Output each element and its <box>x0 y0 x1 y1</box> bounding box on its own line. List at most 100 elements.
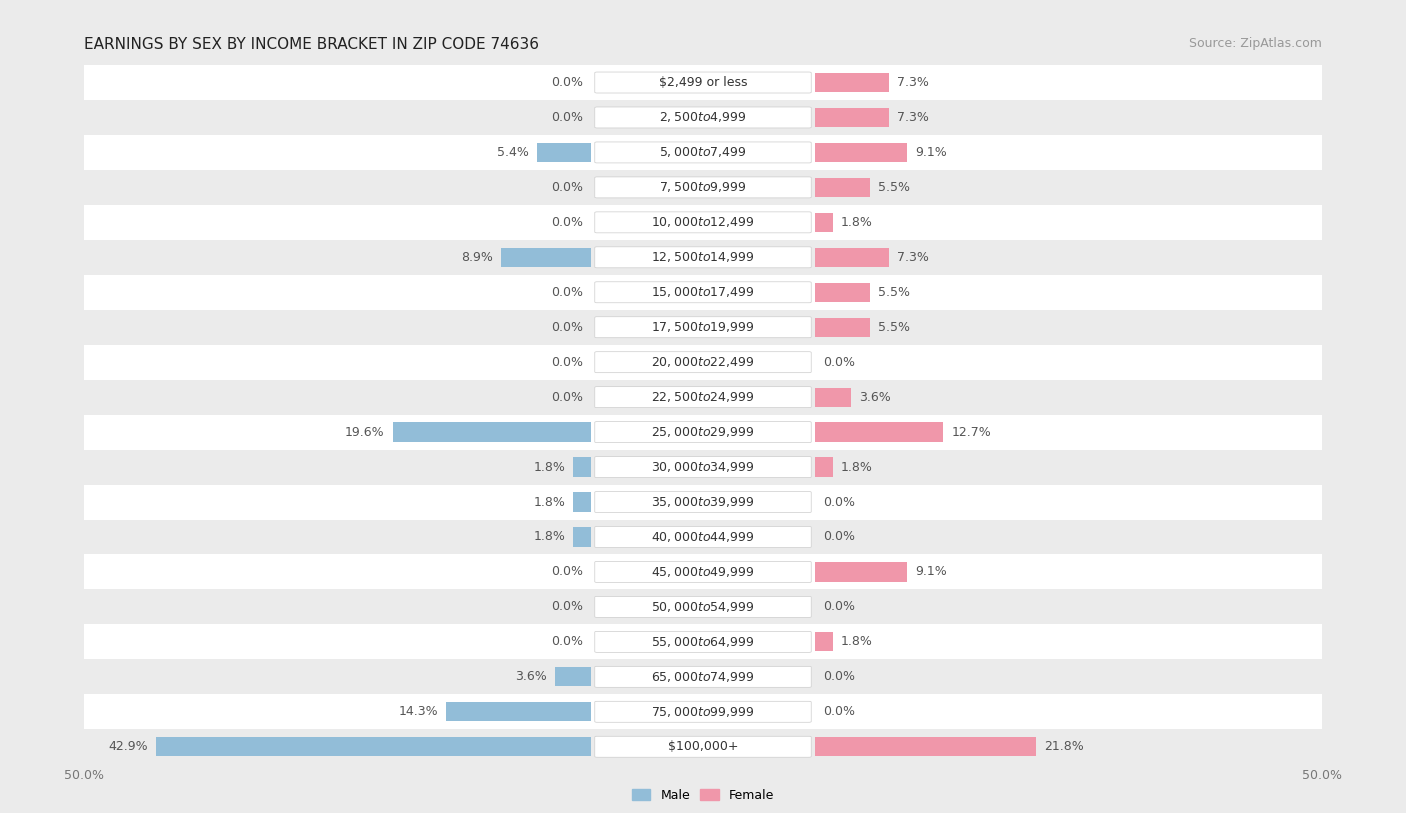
Bar <box>814 170 1322 205</box>
FancyBboxPatch shape <box>595 177 811 198</box>
Bar <box>84 694 592 729</box>
Bar <box>592 520 814 554</box>
FancyBboxPatch shape <box>595 212 811 233</box>
Bar <box>814 65 1322 100</box>
Legend: Male, Female: Male, Female <box>627 784 779 806</box>
Text: 0.0%: 0.0% <box>551 391 583 403</box>
Text: $25,000 to $29,999: $25,000 to $29,999 <box>651 425 755 439</box>
Text: $17,500 to $19,999: $17,500 to $19,999 <box>651 320 755 334</box>
Text: EARNINGS BY SEX BY INCOME BRACKET IN ZIP CODE 74636: EARNINGS BY SEX BY INCOME BRACKET IN ZIP… <box>84 37 540 51</box>
Text: 12.7%: 12.7% <box>952 426 991 438</box>
FancyBboxPatch shape <box>595 632 811 652</box>
Bar <box>814 135 1322 170</box>
Bar <box>814 205 1322 240</box>
Bar <box>84 100 592 135</box>
Text: 0.0%: 0.0% <box>823 496 855 508</box>
Bar <box>814 737 1036 756</box>
Bar <box>84 729 592 764</box>
Bar <box>814 318 870 337</box>
Bar <box>814 380 1322 415</box>
Bar <box>84 589 592 624</box>
Bar <box>592 380 814 415</box>
Bar <box>814 213 832 232</box>
FancyBboxPatch shape <box>595 107 811 128</box>
Text: 1.8%: 1.8% <box>533 461 565 473</box>
Bar <box>814 310 1322 345</box>
Bar <box>84 380 592 415</box>
Text: 0.0%: 0.0% <box>551 601 583 613</box>
Text: 5.5%: 5.5% <box>879 181 911 193</box>
Bar <box>555 667 592 686</box>
FancyBboxPatch shape <box>595 247 811 267</box>
Text: 0.0%: 0.0% <box>823 356 855 368</box>
Bar <box>84 65 592 100</box>
Text: 1.8%: 1.8% <box>533 531 565 543</box>
Bar <box>84 554 592 589</box>
Bar <box>592 624 814 659</box>
Bar <box>592 659 814 694</box>
Text: 5.5%: 5.5% <box>879 321 911 333</box>
Bar <box>84 275 592 310</box>
FancyBboxPatch shape <box>595 702 811 722</box>
Text: 0.0%: 0.0% <box>551 76 583 89</box>
Bar <box>814 633 832 651</box>
Text: 0.0%: 0.0% <box>551 286 583 298</box>
Bar <box>814 248 889 267</box>
Text: 7.3%: 7.3% <box>897 76 928 89</box>
Bar <box>84 135 592 170</box>
Text: Source: ZipAtlas.com: Source: ZipAtlas.com <box>1188 37 1322 50</box>
Bar <box>574 528 592 546</box>
Text: $2,500 to $4,999: $2,500 to $4,999 <box>659 111 747 124</box>
Bar <box>814 659 1322 694</box>
Text: $22,500 to $24,999: $22,500 to $24,999 <box>651 390 755 404</box>
Bar <box>814 73 889 92</box>
Text: $65,000 to $74,999: $65,000 to $74,999 <box>651 670 755 684</box>
Bar <box>814 423 943 441</box>
Bar <box>814 485 1322 520</box>
Text: $45,000 to $49,999: $45,000 to $49,999 <box>651 565 755 579</box>
Bar <box>592 694 814 729</box>
Text: 7.3%: 7.3% <box>897 111 928 124</box>
Bar <box>592 729 814 764</box>
FancyBboxPatch shape <box>595 317 811 337</box>
Text: $35,000 to $39,999: $35,000 to $39,999 <box>651 495 755 509</box>
Text: $55,000 to $64,999: $55,000 to $64,999 <box>651 635 755 649</box>
Bar <box>392 423 592 441</box>
FancyBboxPatch shape <box>595 142 811 163</box>
Bar <box>84 170 592 205</box>
Text: $10,000 to $12,499: $10,000 to $12,499 <box>651 215 755 229</box>
Bar <box>574 458 592 476</box>
FancyBboxPatch shape <box>595 387 811 407</box>
Text: 0.0%: 0.0% <box>551 636 583 648</box>
FancyBboxPatch shape <box>595 457 811 477</box>
Text: 0.0%: 0.0% <box>551 566 583 578</box>
Text: 42.9%: 42.9% <box>108 741 148 753</box>
Bar <box>814 624 1322 659</box>
Text: $2,499 or less: $2,499 or less <box>659 76 747 89</box>
Bar <box>814 729 1322 764</box>
Bar <box>592 170 814 205</box>
Text: 0.0%: 0.0% <box>823 601 855 613</box>
Bar <box>537 143 592 162</box>
Bar <box>84 205 592 240</box>
Text: 0.0%: 0.0% <box>551 321 583 333</box>
Text: $5,000 to $7,499: $5,000 to $7,499 <box>659 146 747 159</box>
Bar <box>814 694 1322 729</box>
Text: 3.6%: 3.6% <box>859 391 891 403</box>
FancyBboxPatch shape <box>595 422 811 442</box>
Bar <box>592 240 814 275</box>
Bar <box>574 493 592 511</box>
Text: 1.8%: 1.8% <box>533 496 565 508</box>
FancyBboxPatch shape <box>595 282 811 302</box>
Bar <box>84 345 592 380</box>
Text: 5.4%: 5.4% <box>496 146 529 159</box>
Text: $7,500 to $9,999: $7,500 to $9,999 <box>659 180 747 194</box>
Bar <box>84 240 592 275</box>
Text: $50,000 to $54,999: $50,000 to $54,999 <box>651 600 755 614</box>
Bar <box>592 589 814 624</box>
Bar <box>592 275 814 310</box>
Bar <box>84 310 592 345</box>
Bar <box>156 737 592 756</box>
Text: $20,000 to $22,499: $20,000 to $22,499 <box>651 355 755 369</box>
Bar <box>814 178 870 197</box>
